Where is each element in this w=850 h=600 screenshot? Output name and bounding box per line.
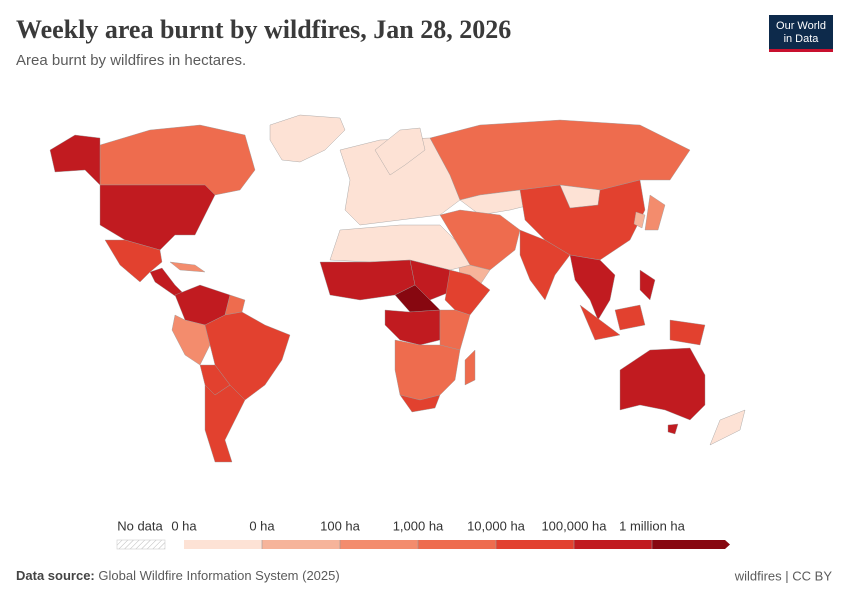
country[interactable] xyxy=(394,339,461,401)
world-map xyxy=(49,114,746,463)
source: Data source: Global Wildfire Information… xyxy=(16,568,340,583)
country[interactable] xyxy=(329,224,471,271)
country[interactable] xyxy=(633,211,646,229)
legend-swatch xyxy=(418,540,496,549)
country[interactable] xyxy=(204,384,246,463)
legend-swatch xyxy=(184,540,262,549)
country[interactable] xyxy=(269,114,346,163)
logo-underline xyxy=(769,49,833,52)
country[interactable] xyxy=(49,134,101,186)
legend-swatch xyxy=(340,540,418,549)
legend-swatch xyxy=(574,540,652,549)
legend-label: 0 ha xyxy=(249,518,275,533)
country[interactable] xyxy=(614,304,646,331)
source-text: Global Wildfire Information System (2025… xyxy=(98,568,339,583)
country[interactable] xyxy=(619,347,706,421)
title: Weekly area burnt by wildfires, Jan 28, … xyxy=(16,15,511,44)
country[interactable] xyxy=(464,349,476,386)
country[interactable] xyxy=(667,423,679,435)
country[interactable] xyxy=(644,194,666,231)
country[interactable] xyxy=(519,229,571,301)
country[interactable] xyxy=(394,284,441,313)
country[interactable] xyxy=(409,259,456,301)
logo-box xyxy=(769,15,833,52)
country[interactable] xyxy=(569,254,616,321)
legend-label: 1 million ha xyxy=(619,518,686,533)
country[interactable] xyxy=(579,304,621,341)
logo-text: in Data xyxy=(784,33,820,45)
country[interactable] xyxy=(99,184,216,251)
country[interactable] xyxy=(374,127,426,176)
country[interactable] xyxy=(169,261,206,273)
country[interactable] xyxy=(709,409,746,446)
country[interactable] xyxy=(669,319,706,346)
country[interactable] xyxy=(439,309,471,351)
legend-swatch xyxy=(496,540,574,549)
country[interactable] xyxy=(384,309,441,346)
country[interactable] xyxy=(99,124,256,196)
logo[interactable]: Our World in Data xyxy=(769,15,833,52)
country[interactable] xyxy=(399,394,441,413)
country[interactable] xyxy=(639,269,656,301)
legend-swatch xyxy=(262,540,340,549)
legend: No data 0 ha 0 ha 100 ha 1,000 ha 10,000 ha 1… xyxy=(116,518,730,550)
legend-no-data-swatch xyxy=(116,539,166,550)
legend-label: 100,000 ha xyxy=(541,518,607,533)
legend-label: 1,000 ha xyxy=(393,518,444,533)
source-label: Data source: xyxy=(16,568,95,583)
license: wildfires | CC BY xyxy=(734,568,833,583)
country[interactable] xyxy=(171,314,211,366)
legend-swatch xyxy=(652,540,730,549)
country[interactable] xyxy=(104,239,163,283)
country[interactable] xyxy=(204,311,291,401)
legend-label: 100 ha xyxy=(320,518,361,533)
logo-text: Our World xyxy=(776,20,826,32)
legend-label: 0 ha xyxy=(171,518,197,533)
subtitle: Area burnt by wildfires in hectares. xyxy=(16,52,246,69)
legend-label: 10,000 ha xyxy=(467,518,526,533)
legend-no-data-label: No data xyxy=(117,518,163,533)
